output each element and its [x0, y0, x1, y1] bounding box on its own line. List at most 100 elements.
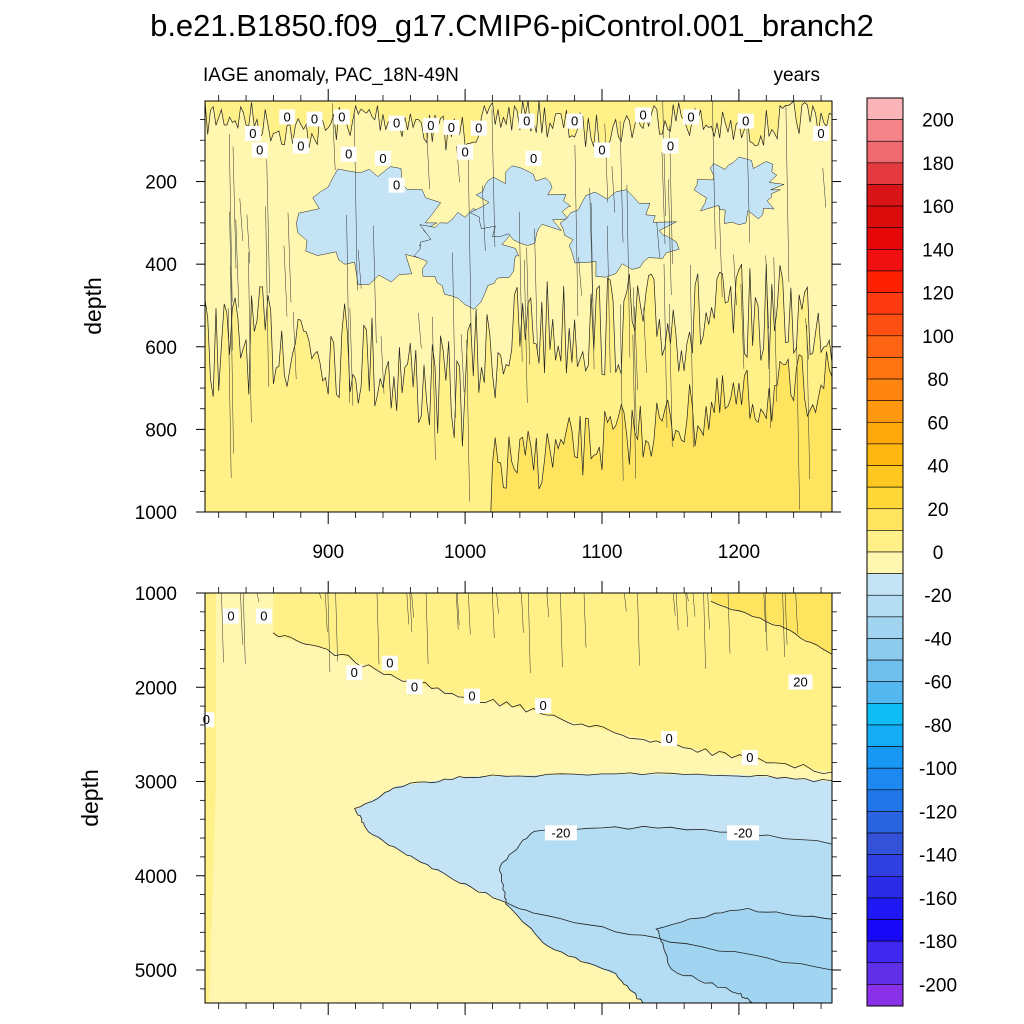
- lower-contour-spike-37: [763, 593, 767, 633]
- colorbar-box-33: [866, 811, 904, 834]
- lower-contour-line-2: [354, 772, 832, 971]
- lower-contour-label-bg-1: [255, 608, 272, 624]
- upper-contour-spike-19: [452, 252, 456, 418]
- upper-contour-spike-54: [656, 222, 660, 258]
- upper-contour-spike-60: [746, 125, 751, 243]
- upper-contour-spike-63: [491, 109, 496, 247]
- upper-contour-spike-69: [796, 342, 800, 510]
- upper-contour-spike-3: [230, 266, 234, 454]
- upper-contour-label-18: 0: [393, 178, 400, 193]
- upper-contour-label-14: 0: [256, 143, 263, 158]
- lower-contour-label-bg-6: [463, 688, 480, 704]
- units-label: years: [774, 65, 820, 86]
- upper-contour-spike-31: [619, 304, 624, 481]
- upper-contour-spike-10: [619, 120, 624, 243]
- colorbar-box-4: [866, 184, 904, 207]
- upper-contour-label-17: 0: [379, 151, 386, 166]
- lower-contour-spike-24: [496, 593, 499, 614]
- colorbar-label-20: -200: [919, 975, 957, 996]
- variable-label: IAGE anomaly, PAC_18N-49N: [203, 65, 459, 86]
- lower-contour-label-bg-9: [741, 749, 758, 765]
- upper-contour-spike-44: [467, 153, 472, 337]
- colorbar-box-32: [866, 789, 904, 812]
- upper-contour-label-bg-1: [279, 109, 296, 125]
- upper-contour-label-bg-21: [594, 142, 611, 158]
- upper-contour-label-bg-18: [388, 177, 405, 193]
- upper-contour-spike-7: [227, 308, 232, 478]
- colorbar-box-11: [866, 335, 904, 358]
- colorbar-label-3: 140: [922, 240, 954, 261]
- colorbar-label-16: -120: [919, 802, 957, 823]
- upper-contour-label-2: 0: [311, 112, 318, 127]
- colorbar-label-1: 180: [922, 154, 954, 175]
- upper-contour-spike-36: [661, 152, 666, 245]
- upper-contour-label-16: 0: [345, 147, 352, 162]
- upper-contour-label-4: 0: [393, 116, 400, 131]
- upper-contour-label-bg-11: [682, 109, 699, 125]
- colorbar-label-0: 200: [922, 111, 954, 132]
- upper-contour-label-bg-12: [737, 113, 754, 129]
- colorbar-box-7: [866, 249, 904, 272]
- colorbar-label-13: -60: [924, 673, 951, 694]
- lower-contour-line-4: [655, 907, 832, 1003]
- upper-contour-spike-65: [232, 146, 237, 269]
- lower-panel-fill: [205, 593, 832, 1003]
- lower-contour-spike-14: [782, 593, 785, 657]
- upper-contour-label-19: 0: [461, 145, 468, 160]
- lower-contour-spike-1: [764, 593, 768, 651]
- upper-contour-label-21: 0: [598, 143, 605, 158]
- lower-contour-spike-6: [784, 593, 788, 645]
- colorbar-box-2: [866, 140, 904, 164]
- lower-ylabel: depth: [77, 769, 103, 827]
- colorbar-label-12: -40: [924, 629, 951, 650]
- upper-contour-spike-50: [773, 257, 778, 402]
- colorbar-box-20: [866, 530, 904, 553]
- lower-contour-label-12: -20: [734, 825, 753, 840]
- lower-contour-spike-34: [327, 593, 331, 672]
- colorbar-box-15: [866, 421, 904, 445]
- lower-panel-contour-labels: 0 0 0 0 0 0 0 0 0 0 20 -20 -20: [198, 608, 813, 841]
- upper-contour-spike-15: [466, 339, 470, 502]
- lower-contour-spike-3: [703, 593, 706, 669]
- upper-contour-spike-11: [785, 106, 790, 282]
- colorbar-box-19: [866, 508, 904, 531]
- lower-contour-spike-13: [583, 593, 587, 648]
- colorbar-label-11: -20: [924, 586, 951, 607]
- colorbar-box-36: [866, 875, 904, 899]
- upper-negative-core-4: [693, 156, 786, 225]
- lower-contour-spike-18: [240, 593, 243, 645]
- colorbar-box-35: [866, 854, 904, 877]
- upper-contour-spike-4: [331, 103, 336, 171]
- lower-contour-spike-30: [707, 593, 710, 630]
- colorbar-box-6: [866, 227, 904, 250]
- upper-contour-label-11: 0: [687, 110, 694, 125]
- upper-contour-spike-17: [373, 225, 377, 344]
- upper-contour-spike-29: [611, 166, 616, 213]
- upper-contour-label-15: 0: [297, 138, 304, 153]
- upper-contour-spike-46: [380, 335, 385, 394]
- lower-contour-label-2: 0: [203, 712, 210, 727]
- upper-contour-spike-1: [607, 225, 611, 373]
- upper-contour-spike-14: [589, 187, 593, 303]
- lower-contour-spike-5: [686, 593, 689, 602]
- colorbar-box-13: [866, 378, 904, 401]
- upper-contour-label-bg-22: [662, 138, 679, 154]
- colorbar-box-22: [866, 573, 904, 596]
- upper-contour-label-bg-14: [251, 142, 268, 158]
- colorbar-box-27: [866, 681, 904, 704]
- colorbar-box-23: [866, 594, 904, 618]
- upper-contour-spike-38: [432, 316, 436, 461]
- colorbar-box-8: [866, 270, 904, 293]
- lower-contour-spike-32: [685, 593, 689, 627]
- colorbar-label-7: 60: [927, 413, 948, 434]
- lower-contour-label-bg-0: [223, 608, 240, 624]
- colorbar-box-30: [866, 746, 904, 769]
- lower-contour-spike-15: [624, 593, 627, 612]
- upper-contour-label-bg-8: [518, 113, 535, 129]
- upper-contour-spike-47: [349, 308, 354, 406]
- colorbar-label-6: 80: [927, 370, 948, 391]
- upper-panel: 00 0 0 0 0 0 0 0 0 0 0 000 00 000 00 0 2004006008001000…: [80, 89, 841, 563]
- upper-contour-spike-42: [346, 214, 350, 403]
